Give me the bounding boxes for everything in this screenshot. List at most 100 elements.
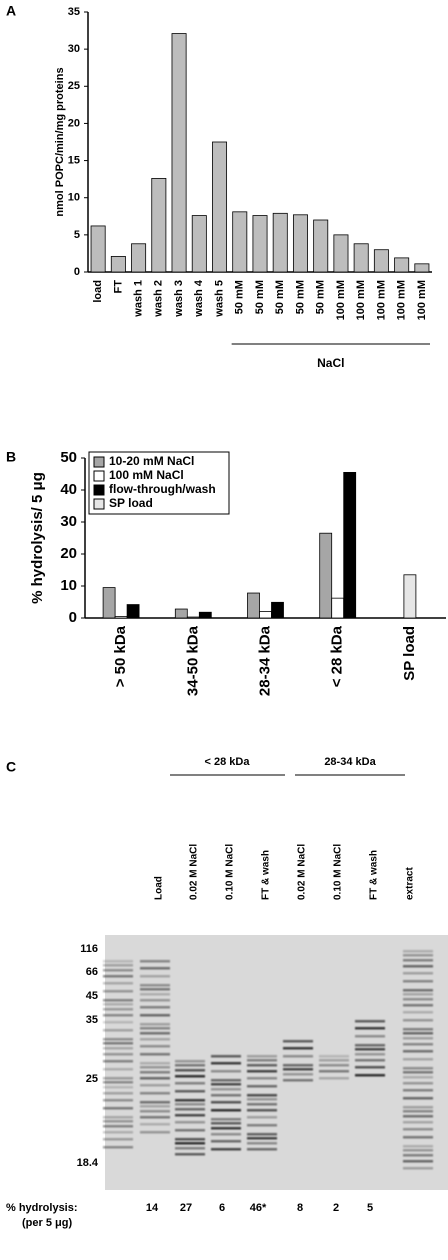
gel-band bbox=[103, 969, 133, 972]
gel-band bbox=[403, 1167, 433, 1170]
gel-band bbox=[403, 1043, 433, 1046]
x-tick-label: 100 mM bbox=[375, 280, 387, 320]
bar bbox=[319, 532, 333, 619]
gel-band bbox=[247, 1124, 277, 1127]
gel-band bbox=[175, 1060, 205, 1063]
lane-label: FT & wash bbox=[369, 850, 380, 900]
bar bbox=[259, 611, 272, 619]
bar bbox=[114, 616, 128, 619]
gel-band bbox=[355, 1020, 385, 1023]
lane-label: extract bbox=[405, 867, 416, 900]
y-tick-label: 10 bbox=[60, 577, 77, 594]
y-tick-label: 30 bbox=[60, 513, 77, 530]
panel-label: B bbox=[6, 449, 16, 465]
marker-label: 18.4 bbox=[77, 1157, 99, 1169]
gel-band bbox=[211, 1094, 241, 1097]
lane-label: FT & wash bbox=[261, 850, 272, 900]
y-tick-label: 15 bbox=[68, 154, 80, 166]
gel-band bbox=[403, 1106, 433, 1109]
gel-band bbox=[175, 1090, 205, 1093]
legend-label: 100 mM NaCl bbox=[109, 468, 184, 482]
gel-band bbox=[403, 1004, 433, 1007]
marker-label: 25 bbox=[86, 1073, 98, 1085]
bar bbox=[131, 243, 147, 273]
gel-band bbox=[140, 1084, 170, 1087]
gel-band bbox=[247, 1103, 277, 1106]
marker-label: 35 bbox=[86, 1014, 98, 1026]
hydrolysis-value: 27 bbox=[180, 1202, 192, 1214]
gel-band bbox=[247, 1116, 277, 1119]
gel-band bbox=[211, 1109, 241, 1112]
gel-band bbox=[140, 1131, 170, 1134]
gel-band bbox=[355, 1044, 385, 1047]
gel-band bbox=[140, 967, 170, 970]
y-tick-label: 0 bbox=[69, 609, 77, 626]
gel-band bbox=[247, 1133, 277, 1136]
gel-band bbox=[403, 1019, 433, 1022]
y-tick-label: 35 bbox=[68, 6, 80, 18]
gel-band bbox=[175, 1138, 205, 1141]
gel-band bbox=[211, 1122, 241, 1125]
group-label: 28-34 kDa bbox=[324, 756, 376, 768]
x-tick-label: load bbox=[92, 280, 104, 303]
gel-band bbox=[403, 998, 433, 1001]
y-axis-label: % hydrolysis/ 5 μg bbox=[29, 472, 46, 604]
gel-band bbox=[103, 960, 133, 963]
hydrolysis-value: 5 bbox=[367, 1202, 373, 1214]
bar bbox=[232, 211, 248, 273]
legend-swatch bbox=[93, 470, 105, 482]
hydrolysis-unit: (per 5 μg) bbox=[22, 1217, 72, 1229]
gel-band bbox=[211, 1148, 241, 1151]
gel-band bbox=[247, 1109, 277, 1112]
gel-band bbox=[403, 1149, 433, 1152]
marker-label: 66 bbox=[86, 966, 98, 978]
gel-band bbox=[103, 1146, 133, 1149]
lane-label: Load bbox=[154, 876, 165, 900]
panel-label: A bbox=[6, 3, 16, 19]
group-label: < 28 kDa bbox=[205, 756, 251, 768]
gel-band bbox=[403, 1089, 433, 1092]
bar bbox=[331, 597, 345, 619]
x-tick-label: 100 mM bbox=[396, 280, 408, 320]
legend-box bbox=[88, 451, 230, 515]
x-tick-label: wash 2 bbox=[153, 280, 165, 318]
gel-band bbox=[103, 999, 133, 1002]
gel-band bbox=[403, 1076, 433, 1079]
gel-band bbox=[355, 1048, 385, 1051]
x-tick-label: SP load bbox=[401, 626, 418, 681]
gel-band bbox=[175, 1121, 205, 1124]
gel-band bbox=[355, 1059, 385, 1062]
hydrolysis-value: 46* bbox=[250, 1202, 267, 1214]
gel-band bbox=[103, 975, 133, 978]
gel-band bbox=[103, 1099, 133, 1102]
gel-band bbox=[103, 1021, 133, 1024]
gel-band bbox=[247, 1064, 277, 1067]
lane-label: 0.10 M NaCl bbox=[225, 844, 236, 900]
gel-band bbox=[283, 1047, 313, 1050]
legend-label: flow-through/wash bbox=[109, 482, 216, 496]
gel-band bbox=[140, 960, 170, 963]
gel-band bbox=[403, 959, 433, 962]
x-tick-label: 34-50 kDa bbox=[184, 625, 201, 696]
gel-band bbox=[403, 950, 433, 953]
gel-band bbox=[319, 1077, 349, 1080]
bar bbox=[212, 141, 228, 273]
y-tick-label: 20 bbox=[68, 117, 80, 129]
gel-band bbox=[103, 1068, 133, 1071]
gel-band bbox=[283, 1055, 313, 1058]
gel-band bbox=[103, 1086, 133, 1089]
gel-band bbox=[355, 1053, 385, 1056]
y-tick-label: 10 bbox=[68, 192, 80, 204]
x-tick-label: wash 5 bbox=[213, 280, 225, 318]
legend-label: 10-20 mM NaCl bbox=[109, 454, 194, 468]
bar bbox=[272, 212, 288, 273]
gel-band bbox=[175, 1064, 205, 1067]
gel-band bbox=[140, 1116, 170, 1119]
bar bbox=[373, 249, 389, 273]
gel-band bbox=[403, 1037, 433, 1040]
gel-band bbox=[319, 1059, 349, 1062]
gel-band bbox=[175, 1069, 205, 1072]
gel-band bbox=[403, 1011, 433, 1014]
gel-band bbox=[140, 1101, 170, 1104]
gel-band bbox=[140, 1045, 170, 1048]
